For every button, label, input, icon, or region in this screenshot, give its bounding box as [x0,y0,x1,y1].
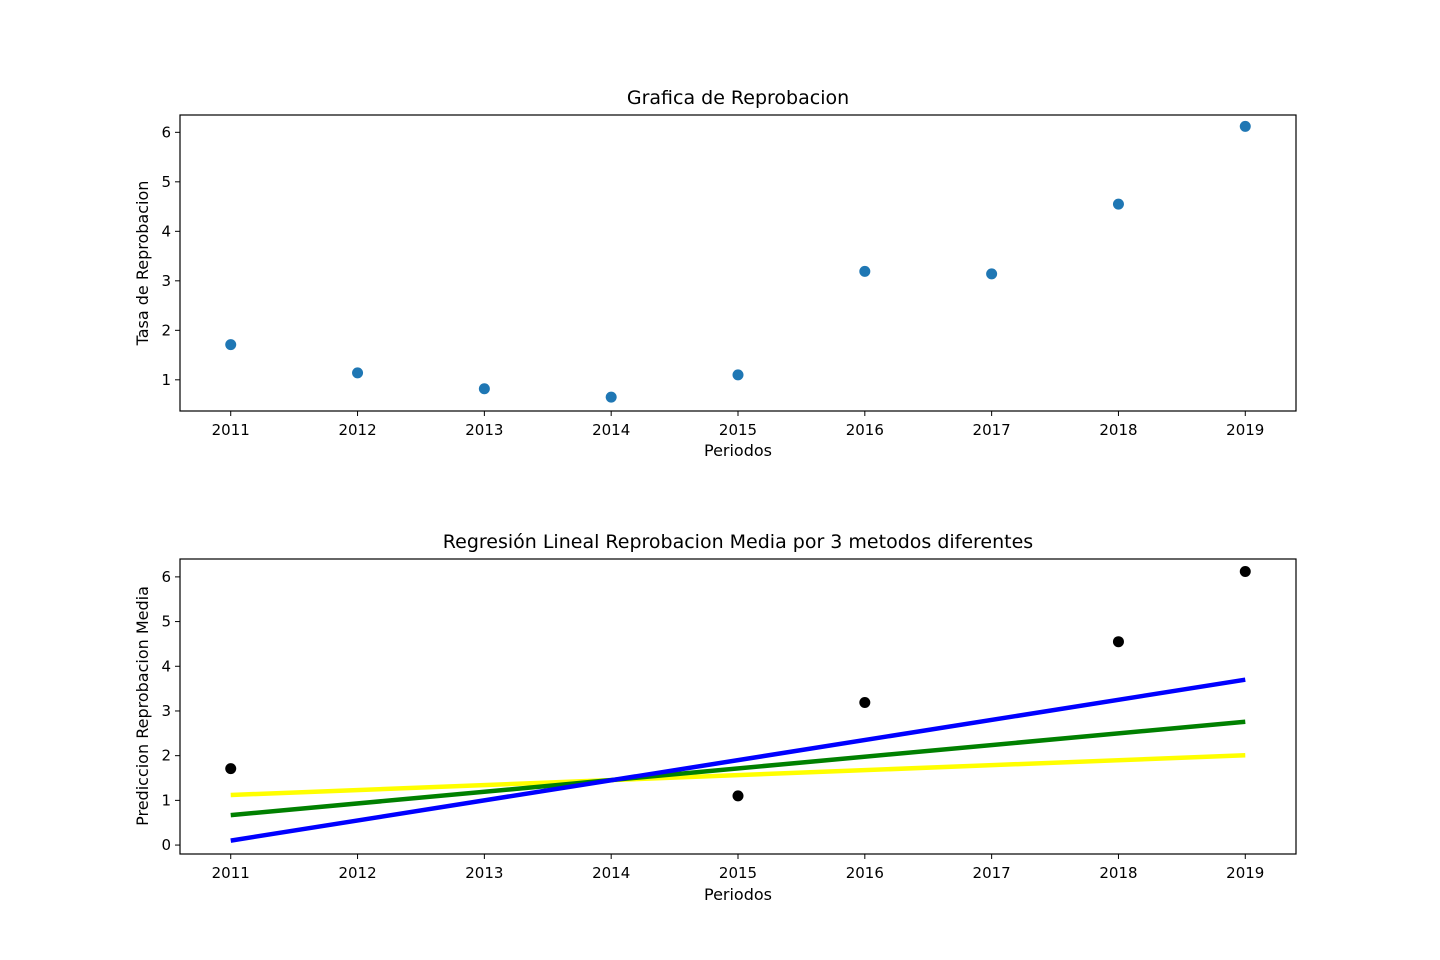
x-tick-label: 2015 [719,421,757,439]
y-tick-label: 1 [161,371,171,389]
x-tick-label: 2016 [846,421,884,439]
y-tick-label: 2 [161,747,171,765]
data-point [1239,566,1251,578]
x-tick-label: 2014 [592,421,630,439]
x-tick-label: 2012 [338,421,376,439]
y-tick-label: 4 [161,222,171,240]
x-tick-label: 2018 [1099,864,1137,882]
x-tick-label: 2011 [212,864,250,882]
data-point [1112,198,1124,210]
data-point [859,696,871,708]
y-tick-label: 1 [161,791,171,809]
x-axis-label: Periodos [704,885,772,904]
y-axis-label: Prediccion Reprobacion Media [133,586,152,826]
y-tick-label: 0 [161,836,171,854]
x-tick-label: 2017 [973,421,1011,439]
x-axis-ticks: 2011 2012 2013 2014 2015 2016 2017 2018 2019 [212,411,1264,439]
data-point [732,790,744,802]
x-tick-label: 2016 [846,864,884,882]
regresion-lineal-chart: Regresión Lineal Reprobacion Media por 3… [133,531,1297,904]
chart-title: Grafica de Reprobacion [627,87,849,109]
data-point [1112,636,1124,648]
data-point [605,391,617,403]
x-tick-label: 2012 [338,864,376,882]
x-axis-ticks: 2011 2012 2013 2014 2015 2016 2017 2018 2019 [212,854,1264,882]
x-tick-label: 2017 [973,864,1011,882]
chart-title: Regresión Lineal Reprobacion Media por 3… [443,531,1033,553]
y-tick-label: 6 [161,123,171,141]
y-axis-label: Tasa de Reprobacion [133,181,152,347]
x-axis-label: Periodos [704,441,772,460]
data-point [225,763,237,775]
reprobacion-scatter-chart: Grafica de Reprobacion 2011 2012 2013 2014 2… [133,87,1297,460]
point-layer [225,120,1251,403]
x-tick-label: 2013 [465,421,503,439]
y-tick-label: 5 [161,613,171,631]
data-point [478,383,490,395]
point-layer [225,566,1251,802]
x-tick-label: 2013 [465,864,503,882]
y-tick-label: 2 [161,321,171,339]
data-point [859,265,871,277]
x-tick-label: 2011 [212,421,250,439]
y-tick-label: 3 [161,272,171,290]
y-tick-label: 5 [161,173,171,191]
x-tick-label: 2014 [592,864,630,882]
y-axis-ticks: 0 1 2 3 4 5 6 [161,568,180,854]
x-tick-label: 2015 [719,864,757,882]
data-point [352,367,364,379]
data-point [986,268,998,280]
data-point [732,369,744,381]
y-tick-label: 3 [161,702,171,720]
y-tick-label: 4 [161,657,171,675]
y-axis-ticks: 1 2 3 4 5 6 [161,123,180,389]
x-tick-label: 2018 [1099,421,1137,439]
regression-line-1 [230,752,1246,798]
regression-line-2 [230,719,1246,818]
x-tick-label: 2019 [1226,864,1264,882]
data-point [225,339,237,351]
x-tick-label: 2019 [1226,421,1264,439]
line-layer [230,677,1246,843]
regression-line-3 [230,677,1246,843]
y-tick-label: 6 [161,568,171,586]
data-point [1239,120,1251,132]
